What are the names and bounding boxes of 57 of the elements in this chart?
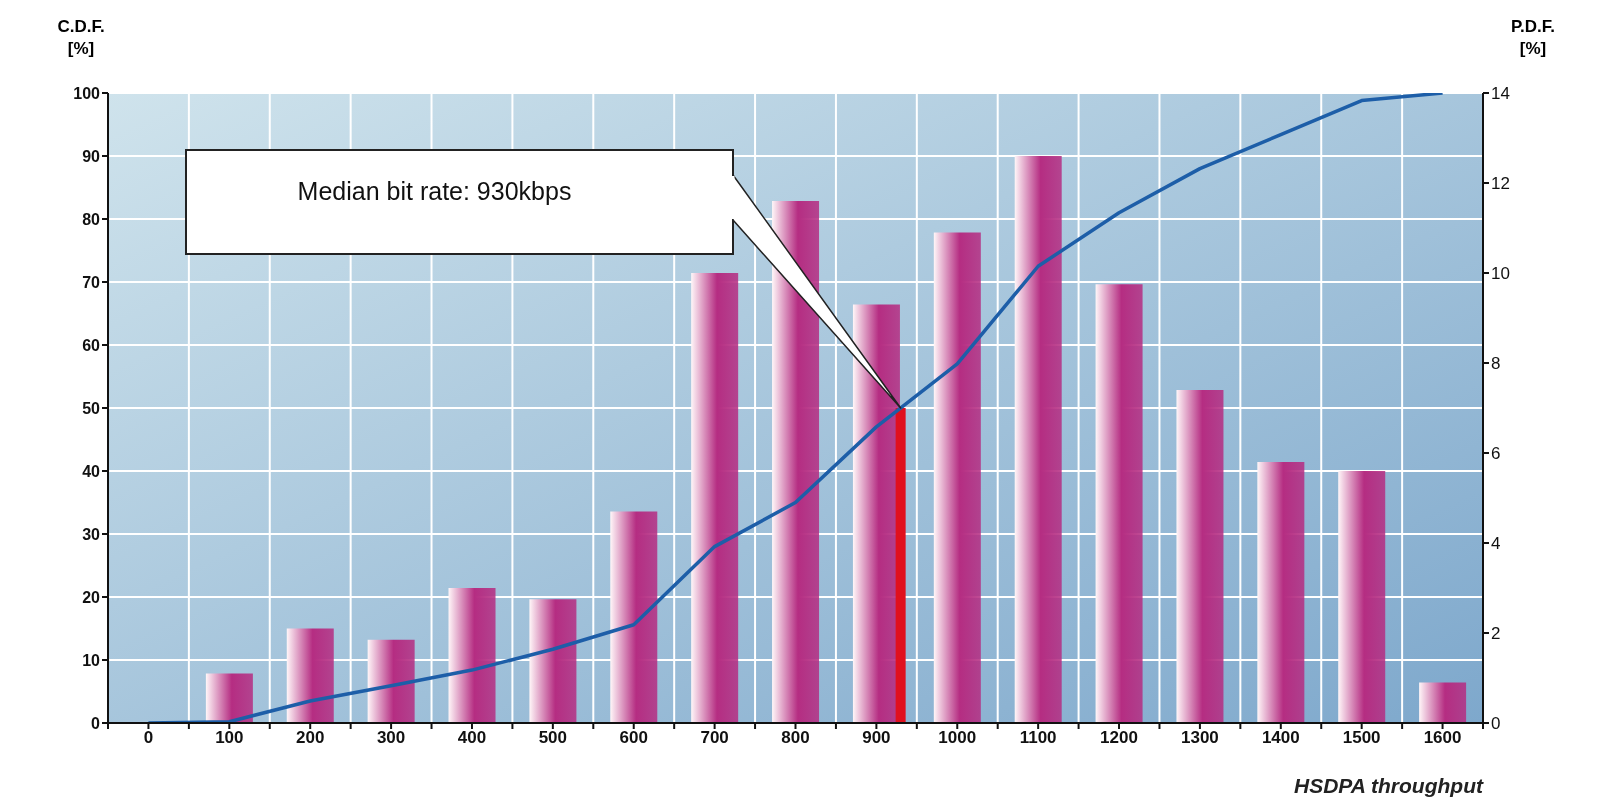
bar: [367, 639, 415, 723]
bar: [852, 304, 900, 723]
bar: [529, 599, 577, 723]
bar: [1095, 284, 1143, 723]
y2-tick-label: 14: [1491, 84, 1510, 104]
y-axis-title: C.D.F. [%]: [56, 16, 106, 60]
x-tick-label: 1100: [1019, 728, 1057, 748]
y2-tick-label: 12: [1491, 174, 1510, 194]
bar: [772, 201, 820, 723]
y-tick-label: 10: [82, 651, 101, 669]
y2-tick-label: 6: [1491, 444, 1501, 464]
line-series: [146, 93, 1445, 723]
y-tick-label: 40: [82, 462, 101, 480]
bar: [205, 673, 253, 723]
annotation: Median bit rate: 930kbps: [297, 177, 572, 205]
x-tick-label: 1200: [1100, 728, 1138, 748]
bar: [933, 232, 981, 723]
x-tick-label: 300: [376, 728, 406, 748]
y-tick-label: 80: [82, 210, 101, 228]
y-tick-label: 60: [82, 336, 101, 354]
x-tick-label: 800: [781, 728, 810, 748]
bar: [448, 588, 496, 723]
bar: [1014, 156, 1062, 723]
x-tick-label: 1600: [1423, 728, 1462, 748]
y2-tick-label: 4: [1491, 534, 1501, 554]
y-tick-label: 30: [82, 525, 101, 543]
bar: [691, 273, 739, 723]
x-tick-label: 1300: [1181, 728, 1219, 748]
y-tick-label: 70: [82, 273, 101, 291]
bar: [1176, 390, 1224, 723]
x-tick-label: 900: [862, 728, 891, 748]
y2-axis-title: P.D.F. [%]: [1509, 16, 1557, 60]
bar: [1338, 471, 1386, 723]
x-tick-label: 400: [457, 728, 487, 748]
x-tick-label: 700: [700, 728, 729, 748]
bar: [1419, 682, 1467, 723]
bar: [1257, 462, 1305, 723]
bar: [610, 511, 658, 723]
bar: [286, 628, 334, 723]
y-tick-label: 50: [82, 399, 101, 417]
y2-tick-label: 10: [1491, 264, 1510, 284]
y-tick-label: 0: [91, 714, 101, 732]
x-tick-label: 100: [215, 728, 244, 748]
x-tick-label: 500: [538, 728, 568, 748]
x-tick-label: 600: [619, 728, 648, 748]
y2-tick-label: 2: [1491, 624, 1501, 644]
x-tick-label: 1000: [938, 728, 977, 748]
x-tick-label: 1500: [1342, 728, 1381, 748]
y2-tick-label: 0: [1491, 714, 1501, 734]
x-tick-label: 0: [143, 728, 154, 748]
x-axis-title: HSDPA throughput: [1294, 774, 1484, 797]
y-tick-label: 90: [82, 147, 101, 165]
y-tick-label: 100: [73, 84, 101, 102]
x-tick-label: 1400: [1261, 728, 1300, 748]
x-tick-label: 200: [296, 728, 325, 748]
y-tick-label: 20: [82, 588, 101, 606]
y2-tick-label: 8: [1491, 354, 1501, 374]
